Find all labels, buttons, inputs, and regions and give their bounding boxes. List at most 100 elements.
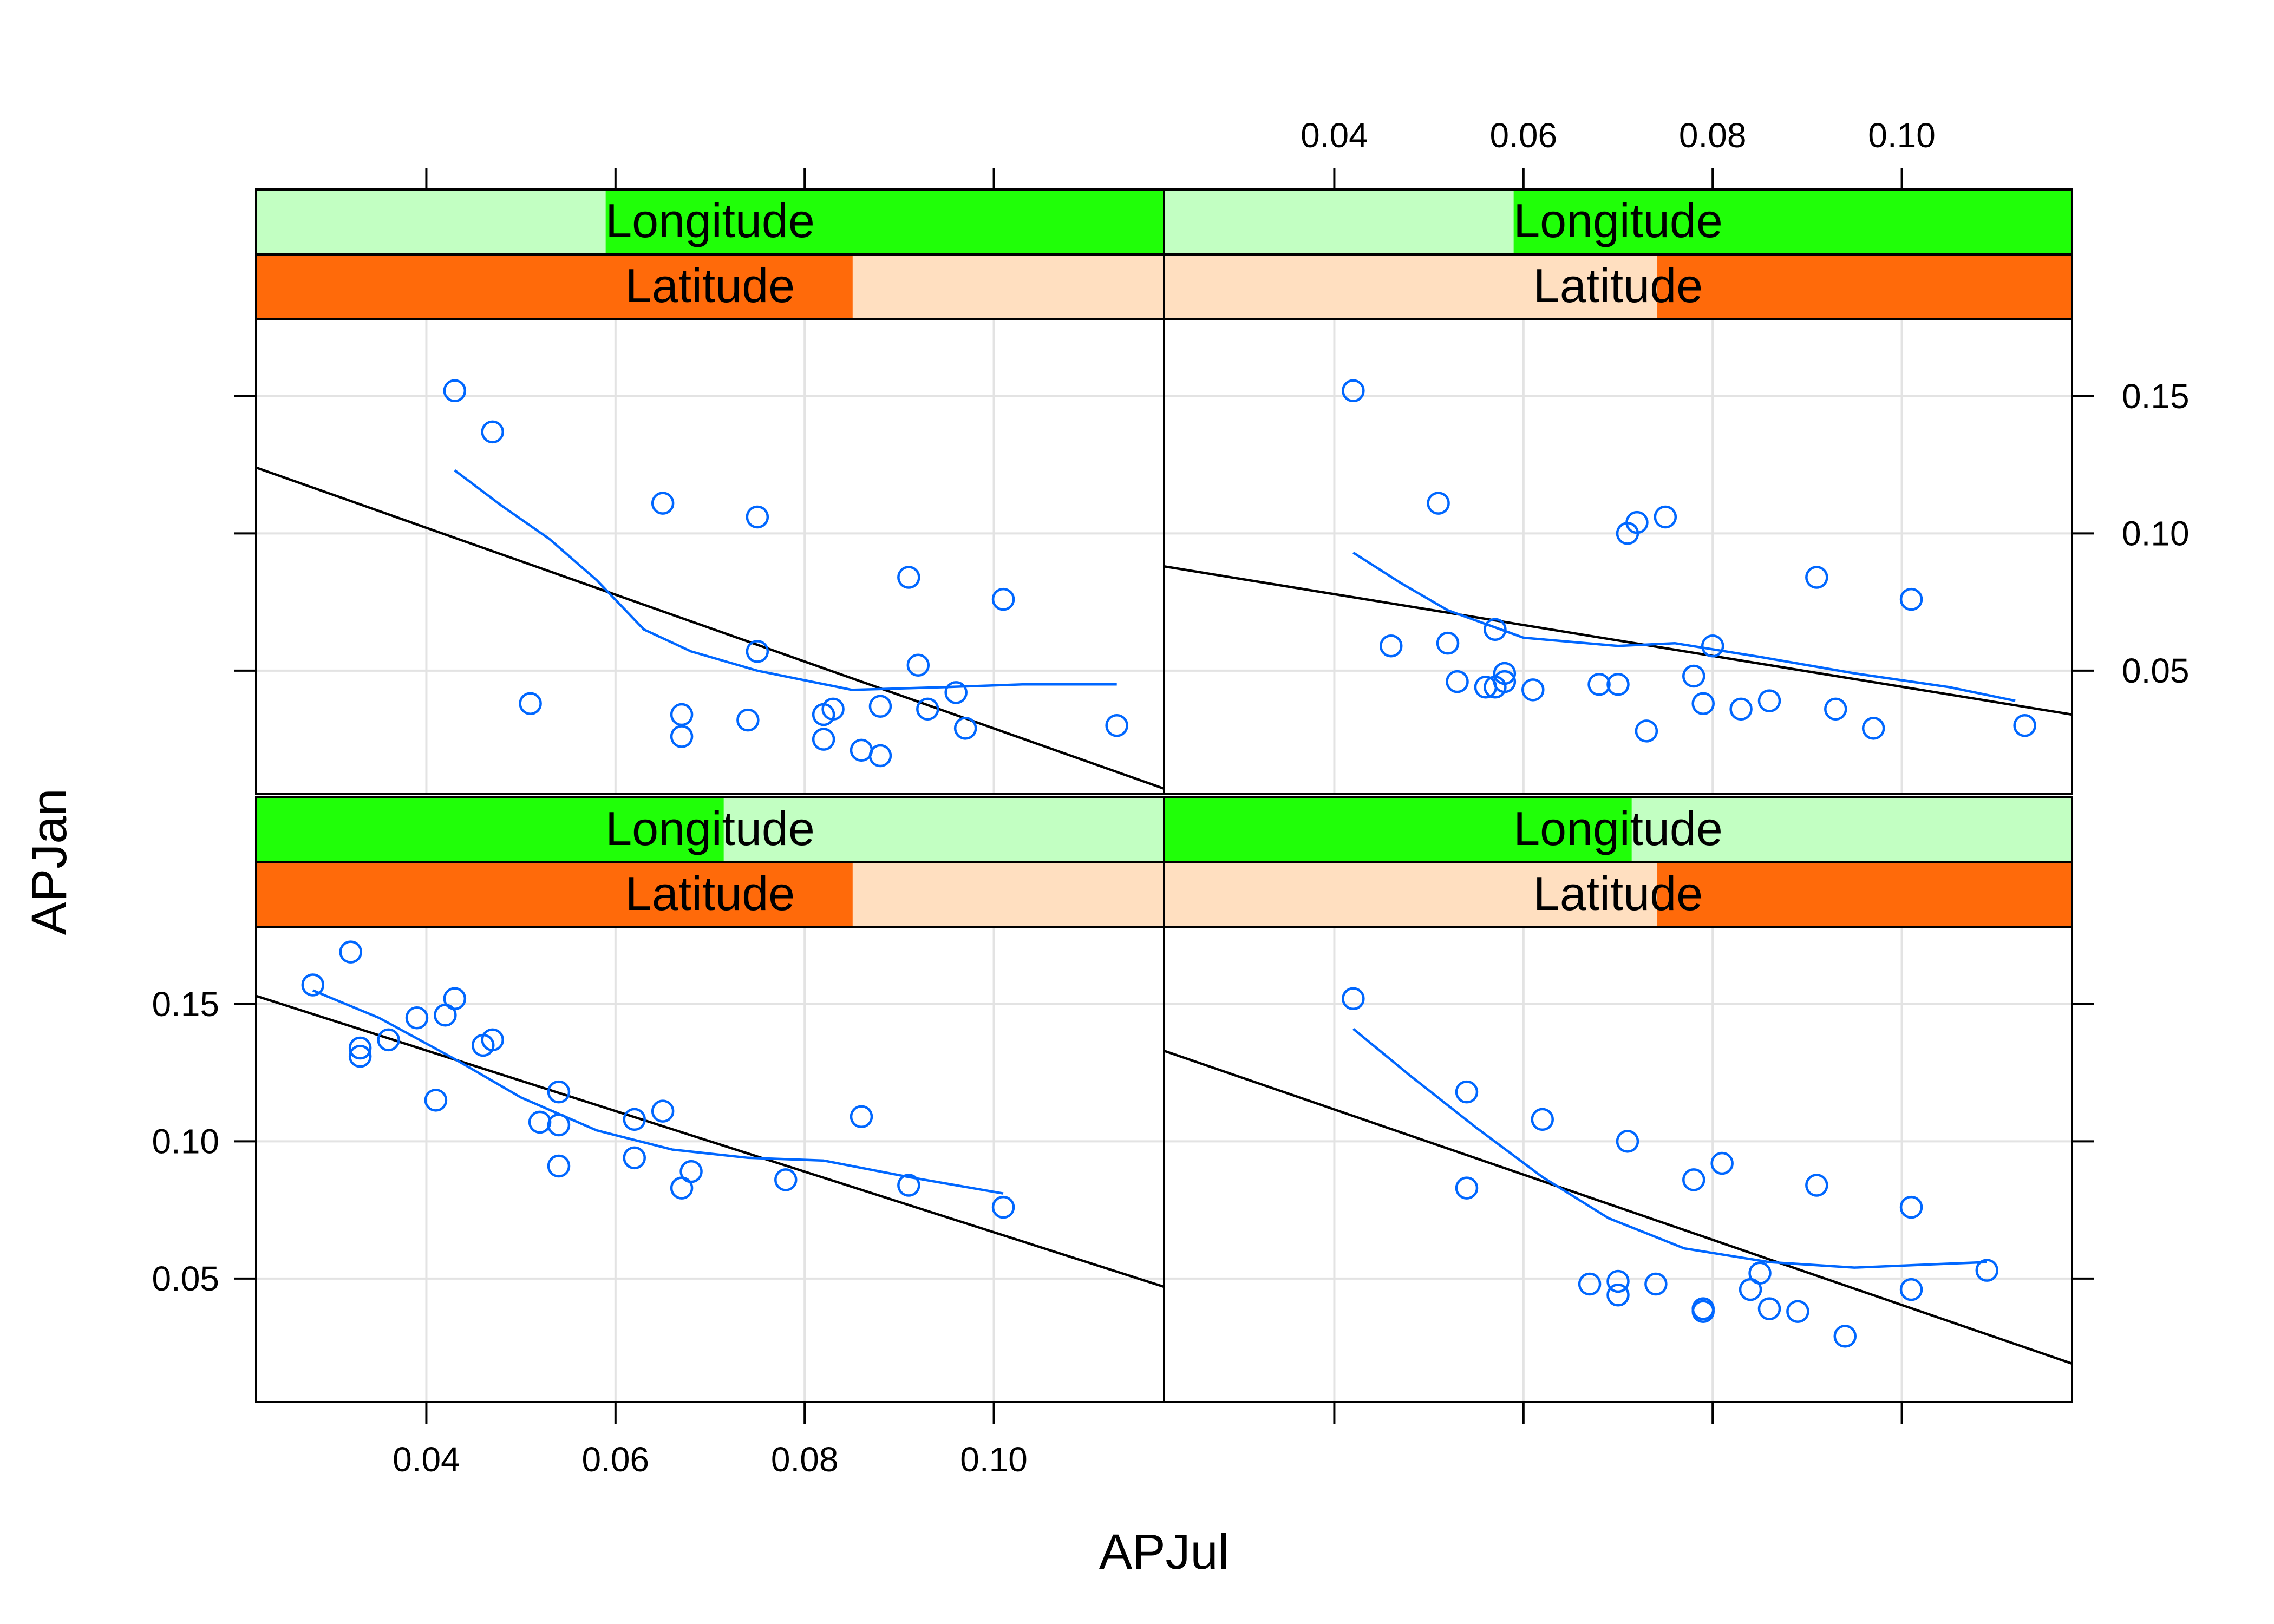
data-point-bottom-right-0	[1342, 987, 1365, 1011]
data-point-bottom-right-11	[1691, 1300, 1715, 1323]
data-point-bottom-right-4	[1578, 1272, 1602, 1296]
data-point-top-right-20	[1729, 697, 1753, 721]
x-tick-label-top-3: 0.10	[1868, 116, 1936, 155]
data-point-bottom-right-9	[1682, 1168, 1706, 1191]
regression-lines	[256, 466, 2072, 1365]
data-point-top-left-6	[736, 708, 760, 732]
data-point-top-right-11	[1587, 672, 1611, 696]
data-point-bottom-left-1	[339, 940, 362, 964]
loess-curve-top-left	[454, 469, 1117, 691]
data-point-top-right-26	[2013, 714, 2036, 737]
data-point-bottom-right-21	[1975, 1259, 1999, 1282]
data-point-bottom-right-15	[1757, 1297, 1781, 1320]
longitude-strip-shingle-top-left	[605, 189, 1164, 254]
data-point-top-left-0	[443, 379, 467, 403]
data-point-top-left-14	[868, 744, 892, 768]
data-point-bottom-right-14	[1748, 1261, 1772, 1285]
data-point-bottom-left-5	[405, 1006, 429, 1030]
data-point-top-right-10	[1521, 678, 1545, 702]
fit-line-top-right	[1164, 565, 2072, 716]
longitude-strip-label-top-right: Longitude	[1513, 194, 1723, 247]
data-point-bottom-left-13	[547, 1113, 571, 1137]
data-point-top-right-16	[1654, 505, 1677, 529]
data-point-top-left-7	[746, 505, 769, 529]
data-point-top-right-4	[1446, 670, 1469, 693]
x-tick-label-bottom-3: 0.10	[960, 1440, 1028, 1479]
y-tick-label-left-2: 0.15	[152, 985, 219, 1024]
latitude-strip-shingle-top-right	[1657, 254, 2072, 319]
longitude-strip-label-bottom-right: Longitude	[1513, 802, 1723, 855]
data-point-bottom-left-16	[623, 1146, 646, 1170]
loess-curves	[312, 469, 2016, 1269]
data-point-top-left-1	[481, 420, 504, 444]
data-point-top-left-18	[944, 681, 968, 704]
panel-strips: Longitude Latitude Longitude Latitude Longit…	[255, 188, 2073, 928]
data-point-bottom-left-23	[991, 1195, 1015, 1219]
x-tick-label-top-1: 0.06	[1490, 116, 1558, 155]
data-point-top-left-8	[746, 640, 769, 663]
latitude-strip-shingle-bottom-right	[1657, 862, 2072, 927]
data-point-bottom-right-2	[1455, 1176, 1479, 1200]
data-point-top-right-2	[1427, 492, 1450, 515]
data-point-bottom-left-11	[528, 1110, 552, 1134]
data-point-bottom-left-15	[623, 1108, 646, 1131]
data-point-top-right-9	[1493, 670, 1517, 693]
x-tick-label-top-2: 0.08	[1679, 116, 1747, 155]
data-point-bottom-left-22	[897, 1174, 920, 1197]
data-point-top-right-23	[1824, 697, 1847, 721]
data-point-bottom-right-1	[1455, 1080, 1479, 1104]
data-point-bottom-left-14	[547, 1154, 571, 1178]
data-point-top-right-25	[1899, 587, 1923, 611]
y-axis-title: APJan	[22, 788, 77, 935]
data-point-top-right-6	[1484, 618, 1507, 641]
longitude-strip-shingle-top-right	[1513, 189, 2072, 254]
data-point-top-right-24	[1861, 717, 1885, 740]
data-point-bottom-left-17	[651, 1099, 675, 1123]
panel-frames	[255, 318, 2073, 1403]
data-point-bottom-right-6	[1606, 1284, 1630, 1307]
data-point-bottom-left-21	[850, 1105, 873, 1129]
data-point-bottom-right-19	[1899, 1195, 1923, 1219]
data-point-bottom-left-3	[348, 1045, 372, 1068]
data-point-bottom-right-12	[1710, 1151, 1734, 1175]
data-point-top-left-5	[670, 725, 694, 748]
axis-tick-labels: 0.04 0.04 0.06 0.06 0.08 0.08 0.10 0.10 0.05 0.05…	[152, 116, 2189, 1479]
data-point-bottom-left-0	[301, 973, 325, 997]
data-point-top-right-22	[1805, 566, 1828, 589]
data-point-top-left-3	[651, 492, 675, 515]
data-point-top-right-0	[1342, 379, 1365, 403]
fit-line-top-left	[256, 466, 1164, 790]
latitude-strip-label-bottom-left: Latitude	[625, 867, 795, 920]
axis-ticks	[234, 168, 2094, 1424]
loess-curve-bottom-left	[312, 989, 1004, 1195]
latitude-strip-shingle-bottom-left	[256, 862, 853, 927]
x-tick-label-bottom-0: 0.04	[393, 1440, 460, 1479]
longitude-strip-shingle-bottom-left	[256, 797, 724, 862]
data-point-top-left-21	[1105, 714, 1128, 737]
y-tick-label-left-0: 0.05	[152, 1259, 219, 1298]
latitude-strip-label-bottom-right: Latitude	[1533, 867, 1703, 920]
data-point-top-left-2	[519, 692, 542, 715]
data-point-top-right-17	[1682, 664, 1706, 688]
data-point-bottom-right-3	[1531, 1108, 1554, 1131]
data-point-bottom-left-4	[377, 1028, 400, 1052]
data-point-top-right-21	[1757, 689, 1781, 712]
longitude-strip-shingle-bottom-right	[1164, 797, 1632, 862]
data-point-top-right-3	[1436, 631, 1460, 655]
loess-curve-top-right	[1352, 552, 2016, 702]
data-point-top-left-15	[897, 566, 920, 589]
data-point-top-right-14	[1625, 510, 1649, 534]
x-tick-label-top-0: 0.04	[1301, 116, 1368, 155]
data-point-top-left-19	[953, 717, 977, 740]
data-point-bottom-left-12	[547, 1080, 571, 1104]
data-points	[301, 379, 2036, 1348]
data-point-top-left-10	[812, 728, 835, 751]
data-point-bottom-left-10	[481, 1028, 504, 1052]
x-tick-label-bottom-1: 0.06	[582, 1440, 650, 1479]
longitude-strip-label-top-left: Longitude	[605, 194, 815, 247]
data-point-top-right-12	[1606, 672, 1630, 696]
data-point-top-left-17	[916, 697, 939, 721]
data-point-top-left-13	[868, 695, 892, 718]
loess-curve-bottom-right	[1352, 1027, 1987, 1269]
data-point-top-right-19	[1701, 634, 1724, 658]
